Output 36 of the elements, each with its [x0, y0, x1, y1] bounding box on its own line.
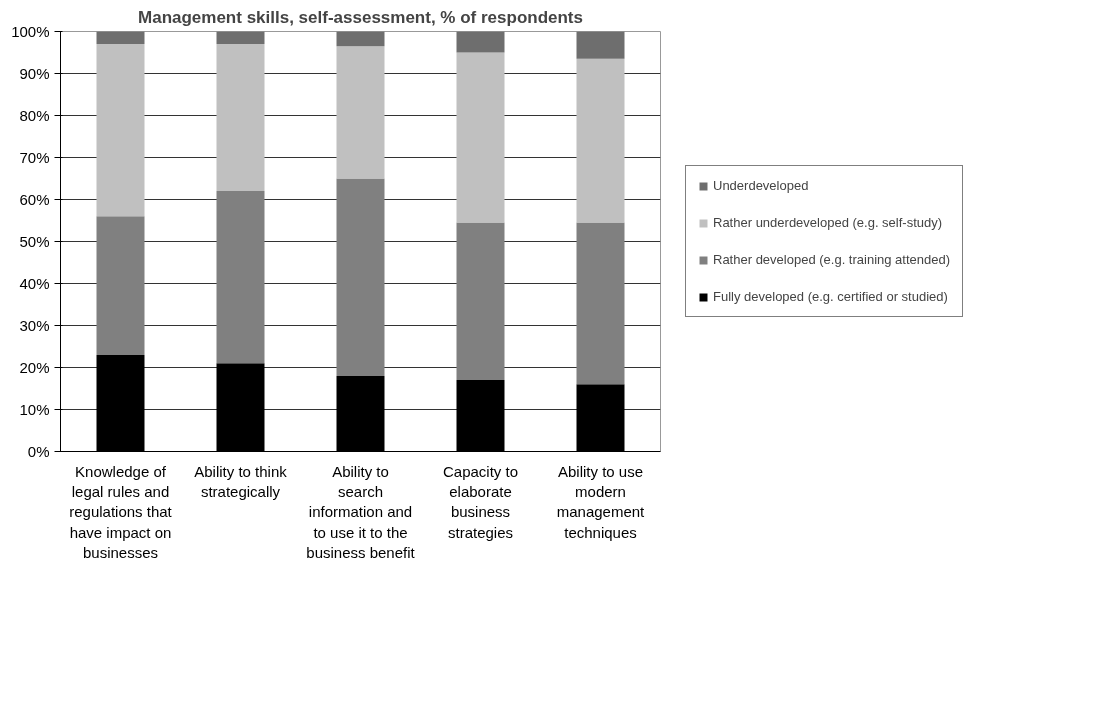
- bar: [456, 31, 505, 53]
- x-tick-label: Capacity to elaborate business strategies: [442, 462, 519, 541]
- bar: [456, 222, 505, 381]
- x-tick-label: Ability to use modern management techniques: [556, 462, 646, 541]
- y-tick-label: 100%: [11, 23, 50, 40]
- bar: [576, 222, 625, 385]
- bar: [576, 31, 625, 59]
- bar: [96, 216, 145, 355]
- y-tick-label: 90%: [19, 65, 50, 82]
- legend-label: Underdeveloped: [713, 178, 809, 193]
- x-tick-label: Ability to search information and to use it to the business benefit: [306, 462, 416, 562]
- bar: [336, 31, 385, 47]
- y-tick-label: 10%: [19, 401, 50, 418]
- y-tick-label: 80%: [19, 107, 50, 124]
- bar: [336, 178, 385, 376]
- bar: [576, 58, 625, 223]
- bar: [216, 31, 265, 45]
- bar: [96, 31, 145, 45]
- chart-title: Management skills, self-assessment, % of respondents: [138, 7, 583, 27]
- y-tick-label: 40%: [19, 275, 50, 292]
- x-tick-label: Knowledge of legal rules and regulations that have impact on businesses: [69, 462, 173, 562]
- y-tick-label: 20%: [19, 359, 50, 376]
- y-tick-label: 70%: [19, 149, 50, 166]
- y-tick-label: 50%: [19, 233, 50, 250]
- legend-label: Rather developed (e.g. training attended): [713, 252, 951, 267]
- y-tick-label: 60%: [19, 191, 50, 208]
- bar: [96, 44, 145, 217]
- bar: [216, 44, 265, 192]
- x-tick-label: Ability to think strategically: [194, 462, 288, 500]
- legend-label: Rather underdeveloped (e.g. self-study): [713, 215, 943, 230]
- bar: [216, 191, 265, 364]
- legend-label: Fully developed (e.g. certified or studied): [713, 289, 948, 304]
- bar: [456, 52, 505, 223]
- y-tick-label: 0%: [27, 443, 50, 460]
- bar: [336, 46, 385, 179]
- y-tick-label: 30%: [19, 317, 50, 334]
